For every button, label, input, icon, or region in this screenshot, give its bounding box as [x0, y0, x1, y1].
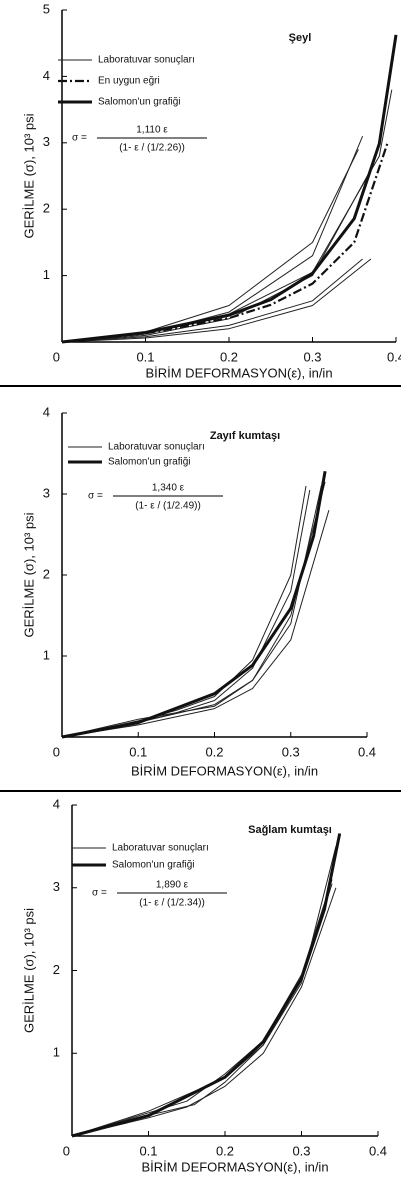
- x-tick-label: 0.1: [139, 1143, 157, 1158]
- data-line: [61, 169, 372, 343]
- x-tick-label: 0.3: [303, 349, 321, 364]
- y-tick-label: 4: [53, 796, 60, 811]
- data-line: [61, 489, 311, 738]
- x-axis-label: BİRİM DEFORMASYON(ε), in/in: [131, 763, 318, 778]
- x-axis-label: BİRİM DEFORMASYON(ε), in/in: [141, 1159, 328, 1174]
- chart-title: Sağlam kumtaşı: [248, 824, 332, 836]
- x-tick-label: 0.4: [387, 349, 401, 364]
- formula-denominator: (1- ε / (1/2.26)): [119, 143, 185, 154]
- formula-numerator: 1,890 ε: [156, 880, 189, 891]
- x-tick-label: 0.4: [358, 744, 376, 759]
- x-tick-label: 0.3: [292, 1143, 310, 1158]
- y-axis-label: GERİLME (σ), 10³ psi: [21, 908, 36, 1033]
- data-line: [61, 485, 307, 738]
- data-line: [71, 887, 337, 1137]
- legend-label: Laboratuvar sonuçları: [108, 442, 205, 453]
- y-tick-label: 1: [53, 1045, 60, 1060]
- x-tick-label: 0.1: [136, 349, 154, 364]
- legend-label: Salomon'un grafiği: [108, 457, 191, 468]
- x-tick-label: 0.3: [282, 744, 300, 759]
- x-tick-label: 0: [53, 349, 60, 364]
- y-axis-label: GERİLME (σ), 10³ psi: [21, 512, 36, 637]
- formula-numerator: 1,110 ε: [136, 125, 168, 136]
- data-line: [61, 471, 327, 739]
- x-tick-label: 0.2: [205, 744, 223, 759]
- y-tick-label: 2: [43, 566, 50, 581]
- x-tick-label: 0.2: [220, 349, 238, 364]
- data-line: [61, 258, 372, 343]
- y-tick-label: 3: [53, 879, 60, 894]
- x-tick-label: 0: [53, 744, 60, 759]
- chart-title: Zayıf kumtaşı: [210, 430, 280, 442]
- formula-lhs: σ =: [92, 888, 107, 899]
- x-tick-label: 0.4: [369, 1143, 387, 1158]
- legend-label: En uygun eğri: [98, 76, 160, 87]
- data-line: [71, 833, 342, 1138]
- y-tick-label: 2: [43, 201, 50, 216]
- y-tick-label: 3: [43, 134, 50, 149]
- formula-lhs: σ =: [72, 133, 87, 144]
- formula-denominator: (1- ε / (1/2.49)): [135, 501, 201, 512]
- y-tick-label: 4: [43, 68, 50, 83]
- x-tick-label: 0.2: [216, 1143, 234, 1158]
- y-tick-label: 1: [43, 647, 50, 662]
- legend-label: Salomon'un grafiği: [112, 860, 195, 871]
- formula-denominator: (1- ε / (1/2.34)): [139, 898, 205, 909]
- formula-numerator: 1,340 ε: [152, 483, 185, 494]
- data-line: [61, 258, 363, 343]
- y-tick-label: 5: [43, 1, 50, 16]
- y-axis-label: GERİLME (σ), 10³ psi: [21, 113, 36, 238]
- legend-label: Laboratuvar sonuçları: [98, 55, 195, 66]
- y-tick-label: 2: [53, 962, 60, 977]
- x-tick-label: 0.1: [129, 744, 147, 759]
- y-tick-label: 4: [43, 404, 50, 419]
- data-line: [61, 34, 398, 344]
- y-tick-label: 3: [43, 485, 50, 500]
- y-tick-label: 1: [43, 267, 50, 282]
- legend-label: Salomon'un grafiği: [98, 97, 181, 108]
- data-line: [61, 510, 330, 738]
- chart-title: Şeyl: [289, 32, 312, 44]
- x-axis-label: BİRİM DEFORMASYON(ε), in/in: [145, 365, 332, 380]
- x-tick-label: 0: [63, 1143, 70, 1158]
- data-line: [61, 142, 389, 344]
- formula-lhs: σ =: [88, 491, 103, 502]
- legend-label: Laboratuvar sonuçları: [112, 843, 209, 854]
